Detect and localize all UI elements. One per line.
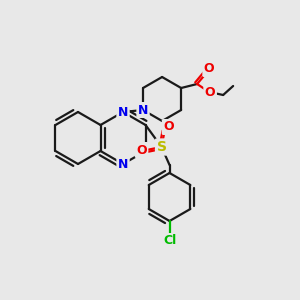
Text: O: O <box>136 143 147 157</box>
Text: S: S <box>157 140 166 154</box>
Text: N: N <box>118 106 128 118</box>
Text: Cl: Cl <box>163 235 176 248</box>
Text: N: N <box>138 103 148 116</box>
Text: N: N <box>118 158 128 170</box>
Text: O: O <box>163 121 174 134</box>
Text: O: O <box>204 62 214 76</box>
Text: O: O <box>205 85 215 98</box>
